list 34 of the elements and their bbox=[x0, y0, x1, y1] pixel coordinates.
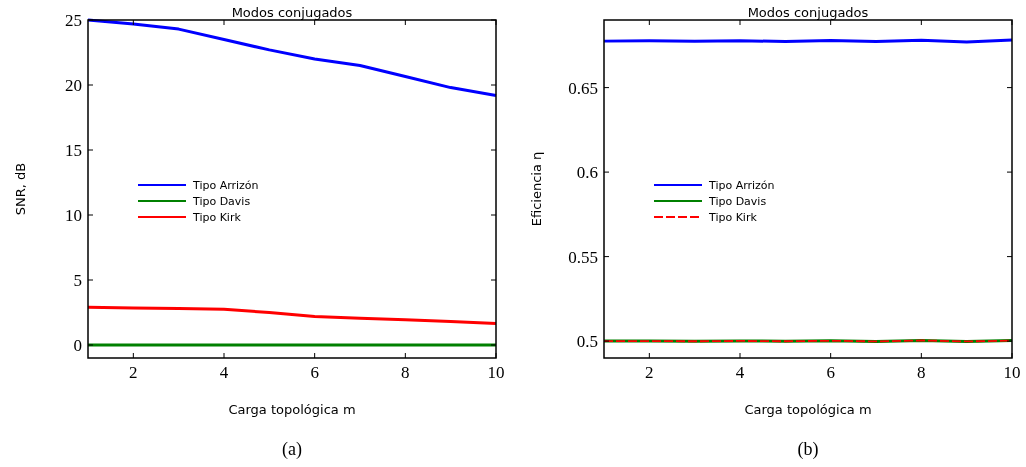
y-tick-label: 0.5 bbox=[576, 332, 598, 352]
legend-label: Tipo Kirk bbox=[708, 211, 758, 224]
x-tick-label: 10 bbox=[487, 363, 505, 382]
y-tick-label: 5 bbox=[73, 271, 82, 290]
legend-label: Tipo Arrizón bbox=[708, 179, 775, 192]
y-axis-title: SNR, dB bbox=[13, 162, 28, 216]
y-tick-label: 0.6 bbox=[576, 163, 598, 183]
y-tick-label: 0.55 bbox=[568, 247, 598, 267]
x-tick-label: 2 bbox=[645, 363, 654, 382]
chart-title: Modos conjugados bbox=[231, 5, 353, 20]
x-tick-label: 6 bbox=[826, 363, 835, 382]
y-tick-label: 10 bbox=[65, 206, 82, 225]
y-tick-label: 15 bbox=[65, 141, 82, 160]
y-axis-title: Eficiencia η bbox=[529, 151, 544, 227]
text: (a) bbox=[282, 439, 302, 460]
x-tick-label: 8 bbox=[401, 363, 410, 382]
x-axis-title: Carga topológica m bbox=[228, 402, 356, 417]
legend-label: Tipo Davis bbox=[192, 195, 251, 208]
x-tick-label: 6 bbox=[310, 363, 319, 382]
legend-label: Tipo Davis bbox=[708, 195, 767, 208]
legend-label: Tipo Kirk bbox=[192, 211, 242, 224]
x-tick-label: 10 bbox=[1003, 363, 1021, 382]
x-tick-label: 8 bbox=[917, 363, 926, 382]
y-tick-label: 20 bbox=[65, 76, 82, 95]
x-tick-label: 4 bbox=[735, 363, 745, 382]
legend-label: Tipo Arrizón bbox=[192, 179, 259, 192]
y-tick-label: 25 bbox=[65, 11, 82, 30]
text: (b) bbox=[797, 439, 819, 460]
x-tick-label: 4 bbox=[219, 363, 229, 382]
chart-title: Modos conjugados bbox=[747, 5, 869, 20]
y-tick-label: 0 bbox=[73, 336, 82, 355]
x-tick-label: 2 bbox=[129, 363, 138, 382]
x-axis-title: Carga topológica m bbox=[744, 402, 872, 417]
y-tick-label: 0.65 bbox=[568, 78, 598, 98]
